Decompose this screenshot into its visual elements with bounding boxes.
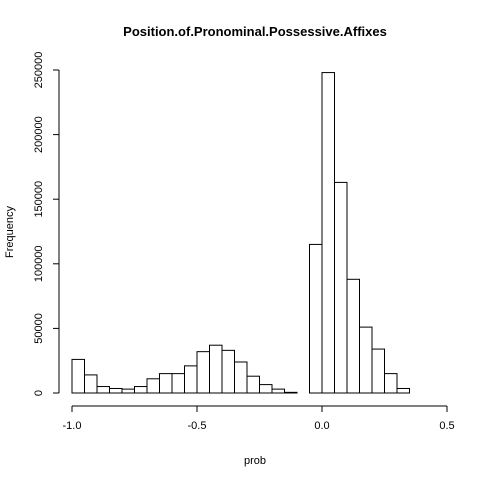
histogram-bar bbox=[109, 387, 123, 394]
y-axis-label: Frequency bbox=[4, 206, 16, 258]
histogram-bar bbox=[284, 391, 298, 394]
histogram-bar bbox=[171, 373, 185, 394]
y-tick-label: 150000 bbox=[33, 181, 45, 218]
histogram-bar bbox=[346, 278, 360, 394]
histogram-bar bbox=[246, 375, 260, 394]
x-tick-label: 0.0 bbox=[314, 420, 329, 432]
histogram-bar bbox=[96, 386, 110, 394]
histogram-bar bbox=[184, 365, 198, 394]
chart-title: Position.of.Pronominal.Possessive.Affixe… bbox=[123, 24, 387, 39]
x-axis-label: prob bbox=[244, 455, 266, 467]
histogram-bar bbox=[384, 373, 398, 394]
histogram-bar bbox=[121, 388, 135, 394]
histogram-bar bbox=[309, 243, 323, 394]
y-axis: 0 50000 100000 150000 200000 250000 bbox=[33, 52, 60, 396]
histogram-bar bbox=[159, 373, 173, 394]
histogram-bar bbox=[84, 374, 98, 394]
histogram-bar bbox=[221, 349, 235, 394]
x-axis: -1.0 -0.5 0.0 0.5 bbox=[63, 405, 455, 432]
histogram-bar bbox=[71, 358, 85, 394]
histogram-bar bbox=[396, 387, 410, 394]
y-tick-label: 200000 bbox=[33, 116, 45, 153]
x-tick-label: 0.5 bbox=[439, 420, 454, 432]
histogram-bar bbox=[259, 384, 273, 394]
histogram-bar bbox=[271, 388, 285, 394]
x-tick-label: -0.5 bbox=[188, 420, 207, 432]
histogram-bar bbox=[234, 361, 248, 394]
y-tick-label: 250000 bbox=[33, 52, 45, 89]
histogram-bars bbox=[71, 72, 410, 394]
y-tick-label: 50000 bbox=[33, 313, 45, 344]
y-tick-label: 0 bbox=[33, 390, 45, 396]
histogram-bar bbox=[146, 378, 160, 394]
histogram-bar bbox=[196, 351, 210, 394]
histogram-bar bbox=[134, 386, 148, 394]
histogram-bar bbox=[359, 326, 373, 394]
histogram-bar bbox=[371, 348, 385, 394]
histogram-bar bbox=[209, 344, 223, 394]
x-tick-label: -1.0 bbox=[63, 420, 82, 432]
histogram-bar bbox=[334, 181, 348, 394]
y-tick-label: 100000 bbox=[33, 245, 45, 282]
histogram-bar bbox=[321, 72, 335, 394]
